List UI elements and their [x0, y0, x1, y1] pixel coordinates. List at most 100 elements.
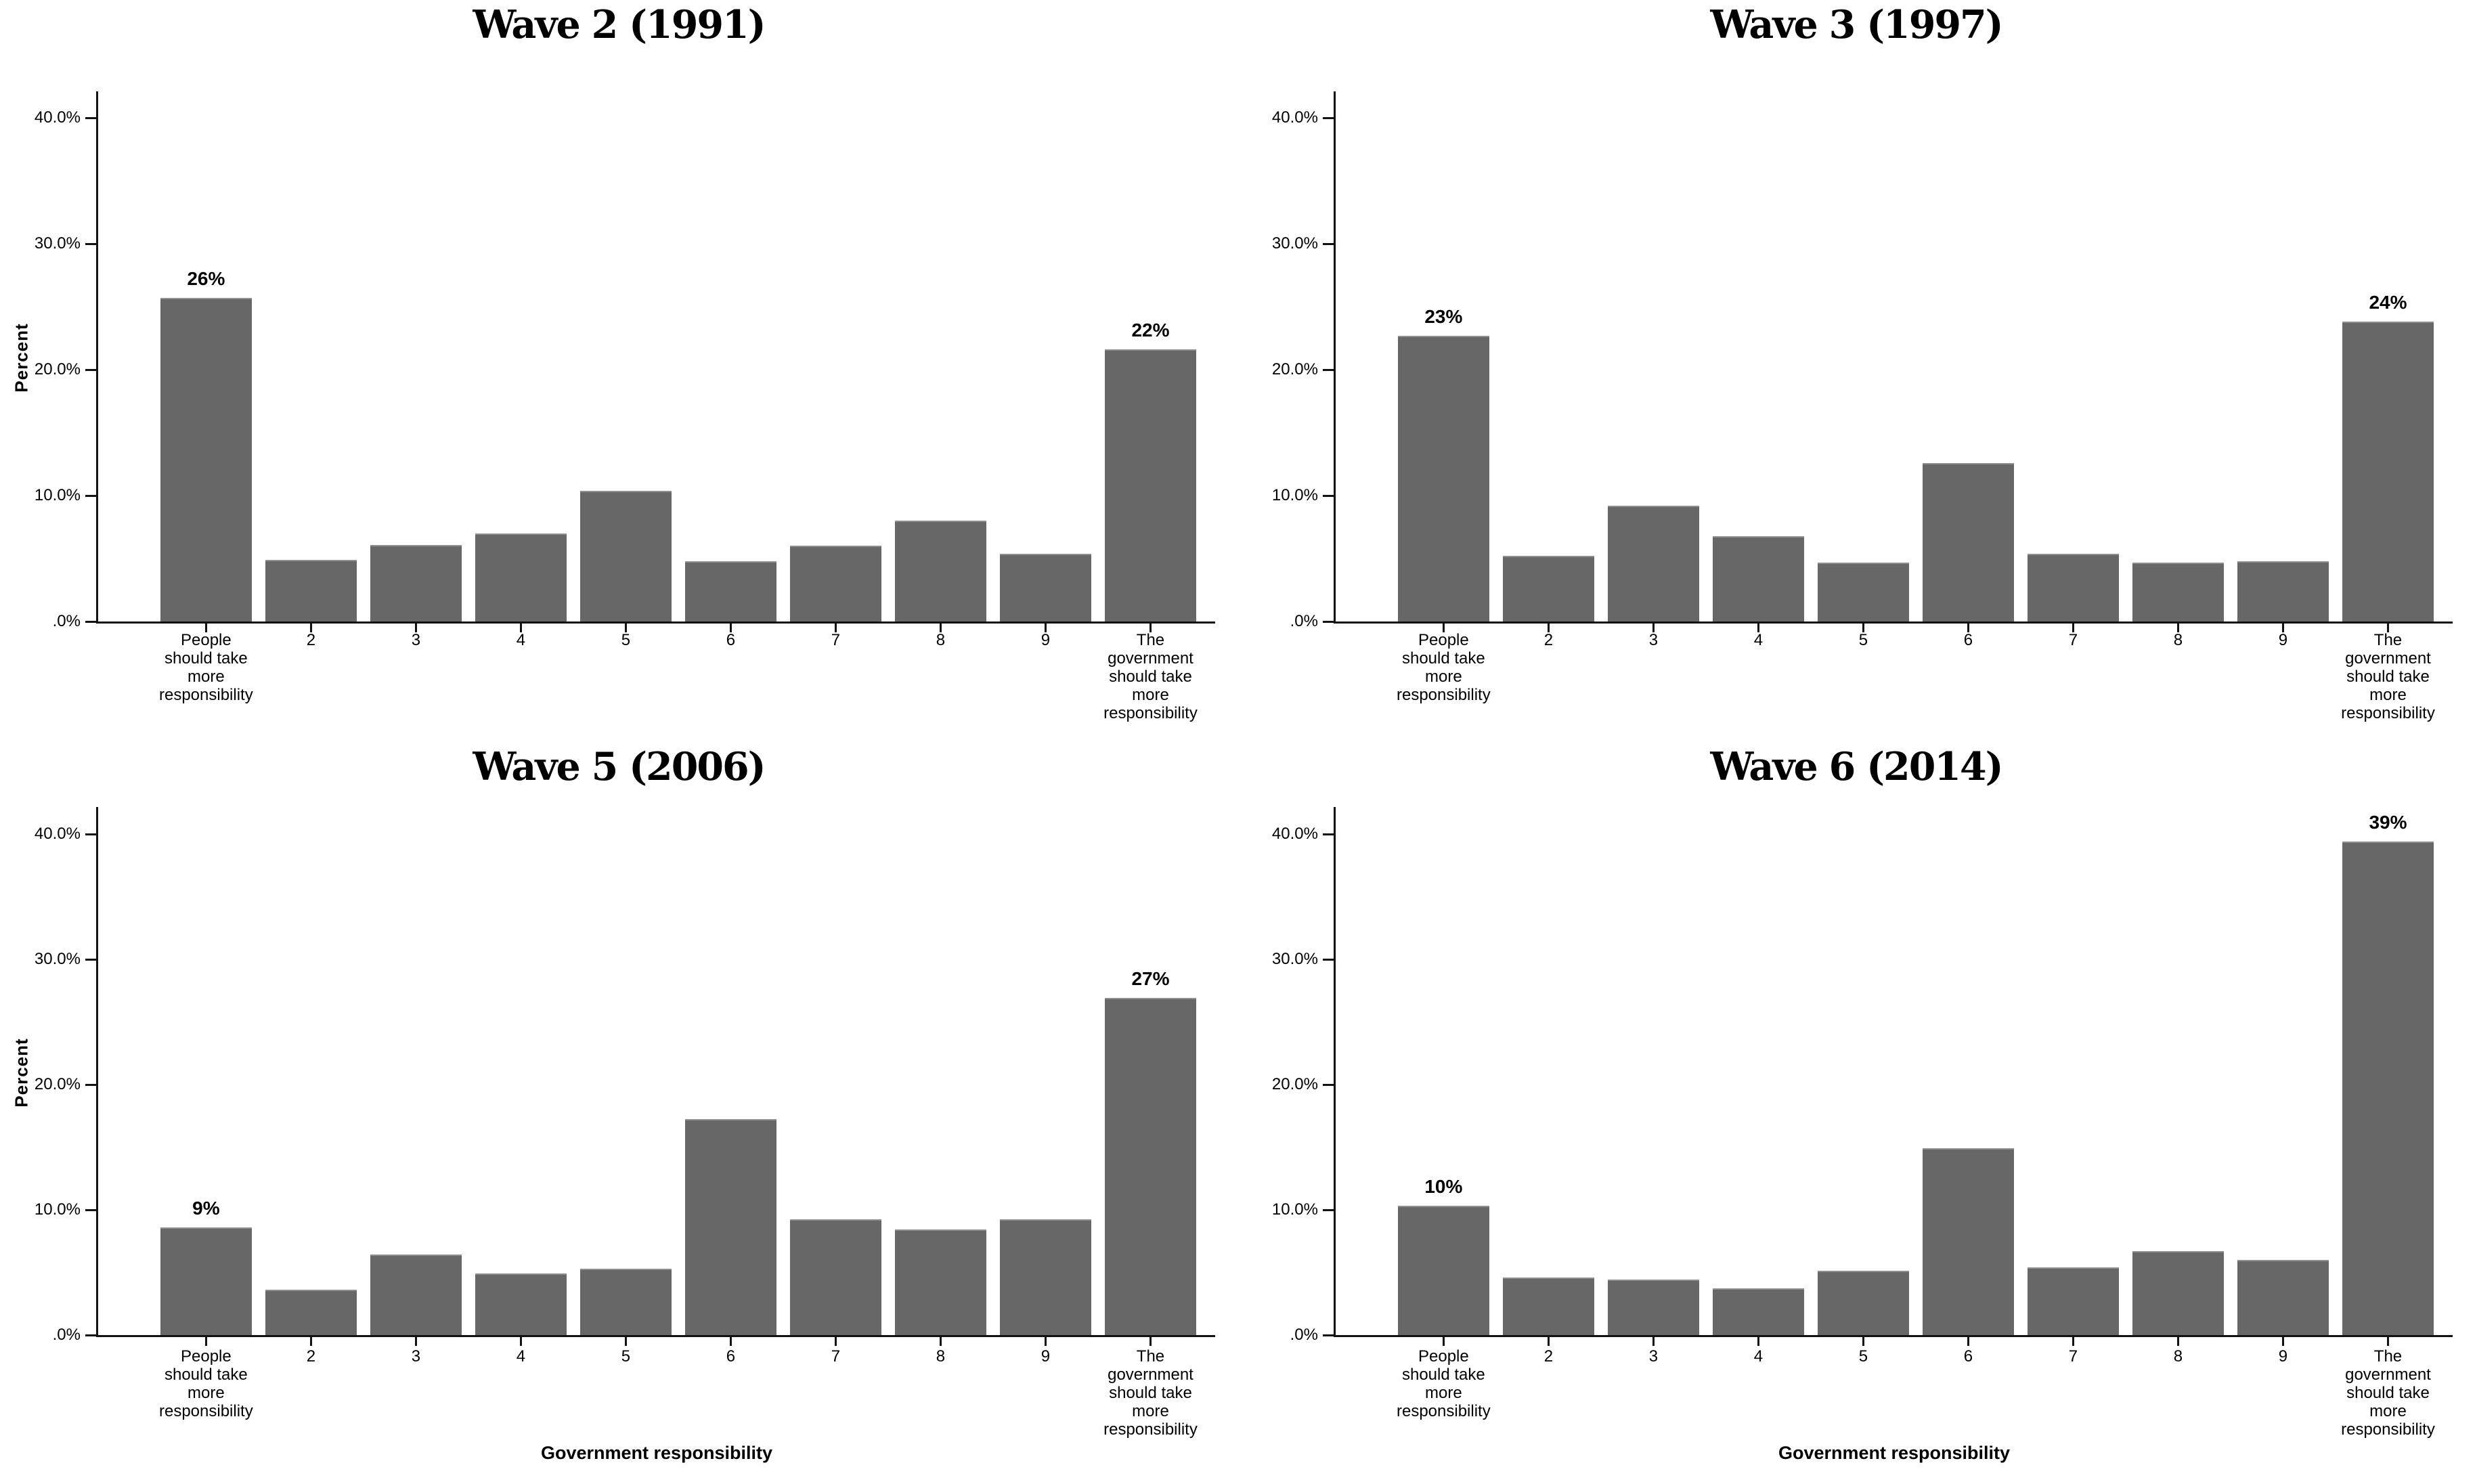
bar: [895, 1229, 986, 1335]
x-category-label: 3: [411, 1347, 421, 1366]
y-tick-label: 30.0%: [1271, 234, 1318, 253]
y-tick-label: 20.0%: [1271, 1074, 1318, 1093]
y-tick-mark: [85, 369, 96, 372]
x-axis-title: Government responsibility: [1778, 1442, 2011, 1463]
x-tick-mark: [729, 1336, 732, 1346]
x-category-label: 4: [1753, 630, 1764, 649]
x-tick-mark: [519, 624, 522, 632]
y-axis-title: Percent: [11, 1038, 32, 1108]
y-tick-label: 40.0%: [34, 108, 81, 127]
x-category-label: 5: [621, 630, 631, 649]
x-category-label: The government should take more responsi…: [1103, 1347, 1198, 1439]
bar: [684, 561, 776, 621]
x-tick-mark: [939, 1336, 942, 1346]
x-category-label: 6: [726, 1347, 736, 1366]
y-tick-label: 20.0%: [34, 360, 81, 379]
x-tick-mark: [414, 624, 417, 632]
bar: [789, 546, 881, 621]
y-tick-mark: [85, 1083, 96, 1086]
x-category-label: 6: [1963, 1347, 1973, 1366]
chart-panel-wave-6-2014: Wave 6 (2014) 40.0% 30.0% 20.0% 10.0% .0% 10%…: [1238, 742, 2475, 1484]
x-tick-mark: [1442, 1336, 1445, 1346]
y-tick-label: 10.0%: [34, 486, 81, 505]
y-axis-line: [95, 91, 98, 621]
bar: [2342, 322, 2434, 621]
bar: [1105, 349, 1196, 621]
y-axis-title: Percent: [11, 323, 32, 393]
x-tick-mark: [2386, 1336, 2389, 1346]
chart-panel-wave-5-2006: Wave 5 (2006) Percent 40.0% 30.0% 20.0% 10.…: [0, 742, 1238, 1484]
bar: [1397, 335, 1489, 621]
y-tick-mark: [85, 495, 96, 498]
y-tick-mark: [1322, 833, 1334, 835]
bar-value-label: 10%: [1424, 1176, 1463, 1198]
y-tick-label: 10.0%: [34, 1200, 81, 1219]
y-tick-label: 20.0%: [1271, 360, 1318, 379]
bar-value-label: 39%: [2369, 811, 2407, 833]
bar: [160, 1227, 252, 1335]
bar: [1817, 562, 1909, 621]
x-tick-mark: [1547, 624, 1550, 632]
x-axis-line: [1333, 621, 2453, 624]
x-tick-mark: [834, 1336, 837, 1346]
bar-value-label: 27%: [1131, 968, 1170, 990]
bar: [579, 1268, 672, 1335]
x-tick-mark: [1862, 1336, 1864, 1346]
y-tick-label: 30.0%: [1271, 949, 1318, 968]
bar: [2027, 1267, 2119, 1335]
x-category-label: 5: [1858, 1347, 1868, 1366]
y-tick-label: .0%: [1290, 612, 1318, 630]
x-category-label: 9: [2278, 630, 2288, 649]
x-axis-line: [95, 1334, 1216, 1337]
y-tick-mark: [1322, 1334, 1334, 1336]
bar-value-label: 22%: [1131, 320, 1170, 341]
bar: [1000, 1219, 1091, 1335]
x-tick-mark: [2176, 624, 2179, 632]
x-tick-mark: [729, 624, 732, 632]
bar: [2027, 553, 2119, 621]
bar-value-label: 24%: [2369, 292, 2407, 313]
x-axis-title: Government responsibility: [540, 1442, 773, 1463]
bar: [265, 559, 357, 621]
y-tick-label: 20.0%: [34, 1074, 81, 1093]
bar: [475, 533, 567, 621]
bar: [1712, 1288, 1804, 1335]
x-category-label: 7: [2068, 1347, 2078, 1366]
y-axis-line: [95, 807, 98, 1335]
x-tick-mark: [204, 624, 207, 632]
bar: [370, 544, 462, 621]
bar: [1607, 1280, 1699, 1335]
chart-panel-wave-2-1991: Wave 2 (1991) Percent 40.0% 30.0% 20.0% 10.…: [0, 0, 1238, 742]
x-tick-mark: [1044, 1336, 1047, 1346]
y-tick-mark: [1322, 621, 1334, 623]
x-tick-mark: [834, 624, 837, 632]
x-category-label: 3: [1648, 1347, 1659, 1366]
y-tick-mark: [1322, 1083, 1334, 1086]
bar: [475, 1273, 567, 1335]
x-axis-line: [1333, 1334, 2453, 1337]
x-tick-mark: [309, 624, 312, 632]
x-tick-mark: [204, 1336, 207, 1346]
x-tick-mark: [519, 1336, 522, 1346]
bar: [1607, 505, 1699, 621]
y-tick-mark: [85, 958, 96, 961]
bar-value-label: 26%: [187, 268, 225, 289]
chart-title: Wave 3 (1997): [1710, 2, 2003, 47]
y-tick-mark: [1322, 243, 1334, 246]
x-category-label: 4: [516, 630, 526, 649]
x-axis-line: [95, 621, 1216, 624]
y-tick-label: 30.0%: [34, 949, 81, 968]
bar: [160, 298, 252, 621]
bar: [1712, 536, 1804, 621]
x-tick-mark: [1652, 1336, 1655, 1346]
x-category-label: 8: [936, 1347, 946, 1366]
x-tick-mark: [1547, 1336, 1550, 1346]
y-tick-mark: [85, 117, 96, 120]
x-tick-mark: [2072, 624, 2074, 632]
x-tick-mark: [1967, 1336, 1969, 1346]
bar: [1000, 553, 1091, 621]
x-category-label: People should take more responsibility: [1396, 630, 1491, 704]
y-tick-mark: [85, 243, 96, 246]
y-tick-label: .0%: [1290, 1325, 1318, 1344]
